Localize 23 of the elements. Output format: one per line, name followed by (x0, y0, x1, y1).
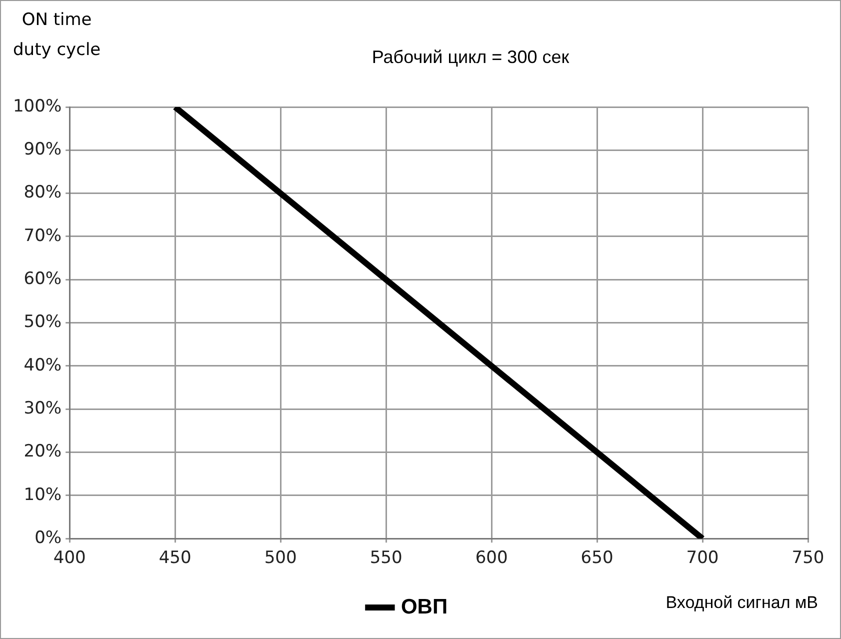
x-tick-label: 700 (686, 548, 719, 568)
chart-title: Рабочий цикл = 300 сек (370, 47, 570, 68)
y-tick-label: 0% (34, 528, 62, 548)
x-tick-label: 550 (370, 548, 402, 568)
y-tick-label: 50% (24, 312, 62, 332)
x-tick-label: 400 (53, 548, 86, 568)
y-tick-label: 40% (24, 355, 62, 376)
y-tick-label: 80% (24, 182, 62, 203)
y-tick-label: 90% (24, 140, 62, 160)
x-tick-label: 450 (158, 548, 192, 568)
y-tick-label: 30% (24, 398, 62, 419)
x-axis-title: Входной сигнал мВ (666, 593, 818, 613)
y-axis-title: ON time duty cycle (13, 9, 101, 62)
y-tick-label: 70% (24, 226, 62, 246)
x-tick-label: 600 (475, 548, 508, 568)
y-tick-label: 100% (12, 96, 62, 116)
x-tick-label: 750 (792, 548, 824, 568)
x-tick-label: 500 (264, 548, 297, 568)
y-tick-label: 60% (24, 269, 62, 290)
legend-label: ОВП (400, 595, 448, 618)
x-tick-label: 650 (580, 548, 614, 568)
y-tick-label: 20% (24, 442, 62, 462)
y-tick-label: 10% (24, 484, 62, 505)
